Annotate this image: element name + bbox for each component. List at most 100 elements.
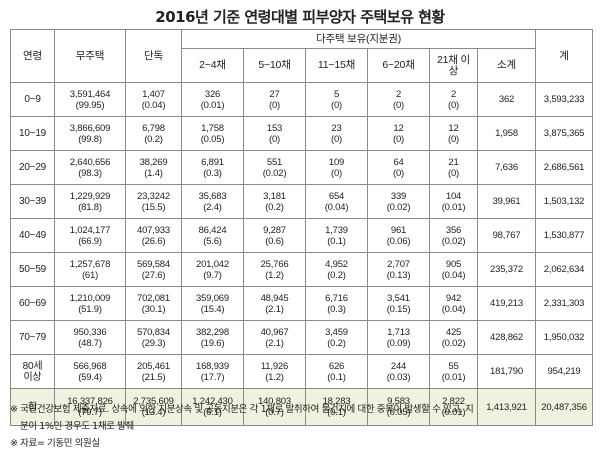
table-row: 10~19 3,866,609 (99.8) 6,798 (0.2) 1,758 (0.05…: [10, 116, 594, 151]
no-house-cell-value: (99.8): [78, 133, 102, 145]
single-cell-value: 702,081: [137, 292, 170, 304]
multi-cell-value: (0.05): [200, 133, 225, 145]
no-house-cell-value: (61): [81, 269, 99, 281]
single-cell-value: (26.6): [141, 235, 166, 247]
multi-cell-value: 356: [445, 224, 462, 236]
multi-cell-value: (0.06): [386, 235, 411, 247]
total-cell-value: 2,331,303: [543, 298, 585, 309]
multi-cell-value: 3,181: [263, 190, 286, 202]
multi-cell-value: 9,583: [387, 396, 410, 407]
multi-cell: 40,967 (2.1): [243, 320, 306, 355]
multi-cell: 4,952 (0.2): [305, 252, 368, 287]
header-total: 계: [535, 29, 594, 83]
multi-cell-value: (1.2): [265, 269, 284, 281]
table-row: 60~69 1,210,009 (51.9) 702,081 (30.1) 359,069…: [10, 286, 594, 321]
multi-cell: 1,713 (0.09): [367, 320, 430, 355]
multi-cell: 961 (0.06): [367, 218, 430, 253]
multi-cell: 21 (0): [429, 150, 478, 185]
multi-cell: 2,822 (0.01): [429, 388, 478, 426]
single-cell-value: 23,3242: [137, 190, 170, 202]
subtotal-cell: 362: [476, 82, 537, 117]
multi-cell-value: 339: [390, 190, 407, 202]
no-house-cell: 3,591,464 (99.95): [54, 82, 126, 117]
multi-cell-value: 12: [393, 122, 404, 134]
multi-cell-value: 5: [333, 88, 340, 100]
subtotal-cell-value: 362: [498, 94, 515, 105]
total-cell: 1,950,032: [535, 320, 594, 355]
age-cell: 70~79: [10, 320, 55, 355]
multi-cell-value: 11,926: [260, 360, 289, 372]
total-cell-value: 1,530,877: [543, 230, 585, 241]
multi-cell-value: 244: [390, 360, 407, 372]
total-cell-value: 1,950,032: [543, 332, 585, 343]
housing-table: 연령 무주택 단독 다주택 보유(지분권) 계 2~4채 5~10채 11~15…: [10, 29, 594, 426]
footnote-1: ※ 국민건강보험 제출자료. 상속에 의한 지분상속 및 공동지분은 각 1채로…: [10, 404, 474, 415]
subtotal-cell-value: 1,958: [495, 128, 518, 139]
multi-cell-value: 961: [390, 224, 407, 236]
multi-cell-value: 425: [445, 326, 462, 338]
multi-cell-value: (0.01): [441, 371, 466, 383]
multi-cell: 11,926 (1.2): [243, 354, 306, 389]
footnote-source: ※ 자료= 기동민 의원실: [10, 438, 100, 449]
multi-cell-value: 48,945: [260, 292, 289, 304]
multi-cell-value: 3,459: [325, 326, 348, 338]
multi-cell: 18,283 (0.1): [305, 388, 368, 426]
multi-cell-value: 153: [266, 122, 283, 134]
multi-cell-value: 64: [393, 156, 404, 168]
single-cell: 702,081 (30.1): [125, 286, 182, 321]
multi-cell-value: 35,683: [198, 190, 227, 202]
header-2-4: 2~4채: [181, 48, 244, 83]
table-row: 30~39 1,229,929 (81.8) 23,3242 (15.5) 35,683(…: [10, 184, 594, 219]
multi-cell-value: (0.13): [386, 269, 411, 281]
multi-cell-value: 905: [445, 258, 462, 270]
multi-cell-value: (0.09): [386, 337, 411, 349]
multi-cell: 140,803 (0.7): [243, 388, 306, 426]
multi-cell-value: 6,716: [325, 292, 348, 304]
multi-cell: 5 (0): [305, 82, 368, 117]
multi-cell-value: (2.4): [203, 201, 222, 213]
multi-cell-value: 942: [445, 292, 462, 304]
multi-cell-value: (0.01): [200, 99, 225, 111]
multi-cell-value: 104: [445, 190, 462, 202]
no-house-cell-value: 566,968: [73, 360, 107, 372]
multi-cell-value: (19.6): [200, 337, 225, 349]
multi-cell-value: 626: [328, 360, 345, 372]
multi-cell-value: (0): [268, 133, 280, 145]
multi-cell: 23 (0): [305, 116, 368, 151]
total-cell: 20,487,356: [535, 388, 594, 426]
multi-cell: 1,758 (0.05): [181, 116, 244, 151]
multi-cell: 359,069 (15.4): [181, 286, 244, 321]
multi-cell-value: 359,069: [196, 292, 229, 304]
multi-cell-value: (0.1): [327, 407, 346, 418]
multi-cell-value: (0.04): [441, 269, 466, 281]
multi-cell: 9,287 (0.6): [243, 218, 306, 253]
multi-cell-value: (0.1): [327, 235, 346, 247]
multi-cell-value: (0): [330, 133, 342, 145]
header-21-plus: 21채 이상: [429, 48, 478, 83]
no-house-cell: 3,866,609 (99.8): [54, 116, 126, 151]
single-cell-value: (27.6): [141, 269, 166, 281]
header-age: 연령: [10, 29, 55, 83]
multi-cell: 153 (0): [243, 116, 306, 151]
multi-cell-value: 6,891: [201, 156, 224, 168]
multi-cell-value: (0.15): [386, 303, 411, 315]
no-house-cell-value: 16,337,826: [67, 396, 113, 407]
multi-cell: 905 (0.04): [429, 252, 478, 287]
no-house-cell-value: (59.4): [78, 371, 102, 383]
no-house-cell: 2,640,656 (98.3): [54, 150, 126, 185]
multi-cell-value: (2.1): [265, 337, 284, 349]
subtotal-cell-value: 181,790: [490, 366, 523, 377]
no-house-cell-value: 3,866,609: [69, 122, 111, 134]
subtotal-cell-value: 419,213: [490, 298, 523, 309]
multi-cell: 244 (0.03): [367, 354, 430, 389]
multi-cell: 9,583 (0.05): [367, 388, 430, 426]
multi-cell: 55 (0.01): [429, 354, 478, 389]
multi-cell-value: 1,739: [325, 224, 348, 236]
multi-cell: 12 (0): [429, 116, 478, 151]
multi-cell-value: 654: [328, 190, 345, 202]
multi-cell-value: (0.2): [327, 269, 346, 281]
no-house-cell-value: (99.95): [75, 99, 105, 111]
header-5-10: 5~10채: [243, 48, 306, 83]
multi-cell: 25,766 (1.2): [243, 252, 306, 287]
multi-cell-value: (0.6): [265, 235, 284, 247]
